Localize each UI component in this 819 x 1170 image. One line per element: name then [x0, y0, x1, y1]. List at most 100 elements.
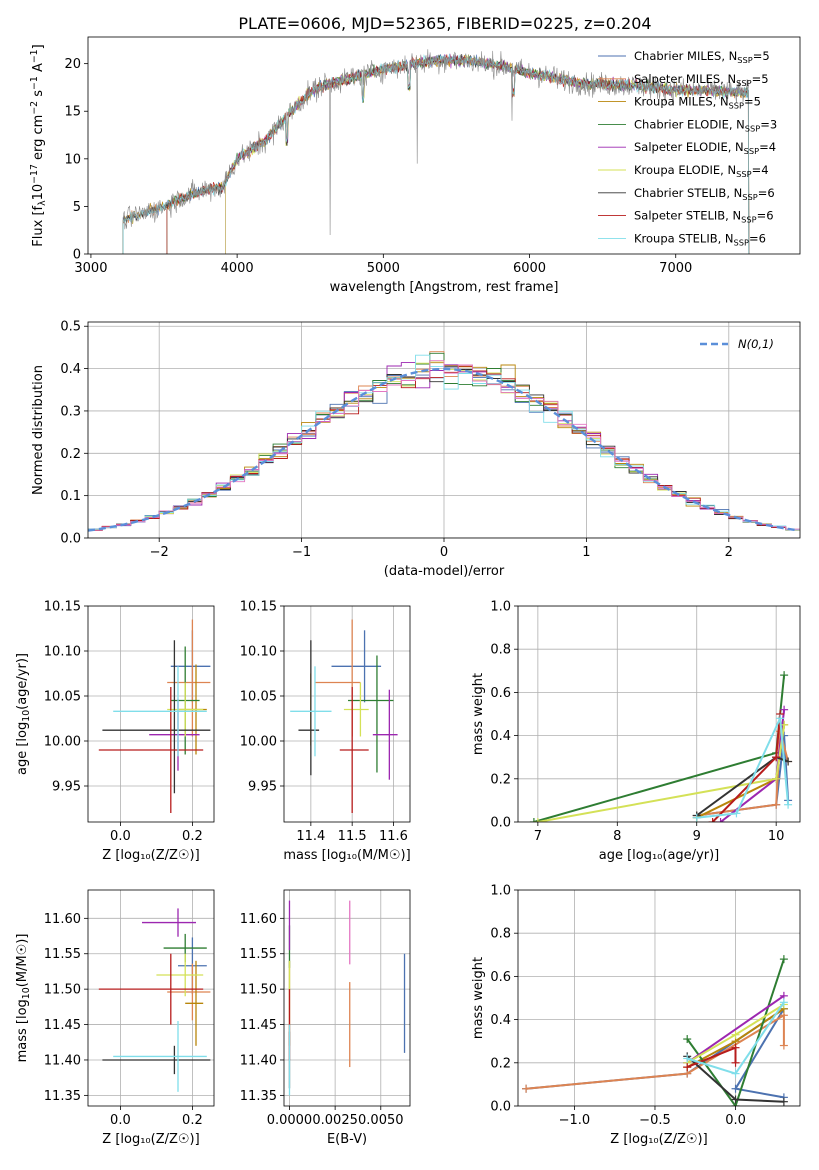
plot-area [284, 890, 410, 1106]
y-tick-label-4: 10.15 [44, 600, 81, 615]
x-axis-label: mass [log₁₀(M/M☉)] [283, 848, 410, 863]
x-axis-label: wavelength [Angstrom, rest frame] [330, 280, 559, 295]
legend-label-5: Kroupa ELODIE, NSSP=4 [634, 163, 769, 179]
y-tick-label-1: 10.00 [44, 735, 81, 750]
x-tick-label-3: 6000 [513, 261, 546, 276]
x-tick-label-3: 10 [768, 829, 785, 844]
axes-frame [517, 889, 801, 1107]
legend-label-0: Chabrier MILES, NSSP=5 [634, 49, 770, 65]
y-tick-label-2: 0.2 [60, 447, 81, 462]
x-tick-label-2: 11.6 [379, 829, 408, 844]
x-tick-label-0: 0.0000 [267, 1113, 313, 1128]
x-axis-label: Z [log₁₀(Z/Z☉)] [102, 1132, 199, 1147]
y-tick-label-1: 11.40 [240, 1053, 277, 1068]
x-axis-label: age [log₁₀(age/yr)] [599, 848, 720, 863]
spectrum-legend: Chabrier MILES, NSSP=5 Salpeter MILES, NS… [598, 49, 777, 247]
legend-label-8: Kroupa STELIB, NSSP=6 [634, 231, 766, 247]
x-axis-label: E(B-V) [327, 1132, 367, 1147]
x-tick-label-4: 7000 [659, 261, 692, 276]
x-tick-label-0: −2 [150, 545, 169, 560]
x-tick-label-0: 3000 [74, 261, 107, 276]
y-axis-label: mass [log10(M/M☉)] [15, 934, 32, 1063]
y-tick-label-4: 20 [64, 57, 81, 72]
y-tick-label-0: 0 [73, 248, 81, 263]
y-tick-label-2: 11.45 [240, 1018, 277, 1033]
panel-age_vs_Z: 0.0 0.2 9.95 10.00 10.05 10.10 10.15 Z [log₁₀(Z… [15, 600, 215, 863]
y-tick-label-3: 11.50 [240, 983, 277, 998]
y-tick-label-3: 15 [64, 105, 81, 120]
y-tick-label-1: 5 [73, 200, 81, 215]
y-tick-label-0: 0.0 [490, 816, 511, 831]
axes-frame [283, 889, 411, 1107]
figure-title: PLATE=0606, MJD=52365, FIBERID=0225, z=0… [238, 14, 651, 33]
gaussian-reference-curve [88, 367, 798, 532]
x-axis-label: Z [log₁₀(Z/Z☉)] [102, 848, 199, 863]
panel-spectrum: 3000 4000 5000 6000 7000 0 5 10 15 20 wavelength [… [29, 36, 801, 295]
y-tick-label-0: 11.35 [240, 1089, 277, 1104]
plot-area [284, 606, 410, 822]
weight-series-8 [696, 714, 790, 819]
plot-area [122, 49, 750, 254]
plot-area [88, 606, 214, 822]
y-tick-label-5: 1.0 [490, 884, 511, 899]
y-tick-label-2: 0.4 [490, 1013, 511, 1028]
x-tick-label-4: 2 [725, 545, 733, 560]
y-axis-label: age [log10(age/yr)] [15, 653, 32, 775]
x-tick-label-2: 0.0 [725, 1113, 746, 1128]
y-axis-label: Flux [fλ10−17 erg cm−2 s−1 A−1] [29, 44, 48, 246]
legend-label-6: Chabrier STELIB, NSSP=6 [634, 186, 775, 202]
plot-area [518, 606, 800, 822]
y-tick-label-0: 11.35 [44, 1089, 81, 1104]
y-axis-label: mass weight [471, 957, 486, 1039]
legend-label-3: Chabrier ELODIE, NSSP=3 [634, 117, 777, 133]
y-axis-label: Normed distribution [31, 365, 46, 495]
y-tick-label-5: 1.0 [490, 600, 511, 615]
weight-series-4 [686, 994, 785, 1064]
axes-frame [283, 605, 411, 823]
y-tick-label-1: 11.40 [44, 1053, 81, 1068]
y-tick-label-4: 11.55 [240, 947, 277, 962]
x-axis-label: (data-model)/error [384, 564, 505, 579]
y-tick-label-3: 10.10 [240, 645, 277, 660]
x-tick-label-2: 0 [440, 545, 448, 560]
y-tick-label-5: 11.60 [240, 912, 277, 927]
x-tick-label-0: 0.0 [110, 829, 131, 844]
y-tick-label-2: 10 [64, 152, 81, 167]
axes-frame [87, 36, 801, 255]
plot-area [88, 322, 800, 538]
x-tick-label-3: 1 [582, 545, 590, 560]
y-tick-label-1: 0.2 [490, 772, 511, 787]
y-tick-label-3: 0.3 [60, 404, 81, 419]
y-tick-label-0: 0.0 [60, 532, 81, 547]
legend-label-4: Salpeter ELODIE, NSSP=4 [634, 140, 776, 156]
y-tick-label-2: 11.45 [44, 1018, 81, 1033]
y-tick-label-5: 11.60 [44, 912, 81, 927]
panel-mass_vs_ebv: 0.0000 0.0025 0.0050 11.35 11.40 11.45 11.50 11… [240, 889, 411, 1147]
axes-frame [87, 321, 801, 539]
spectrum-observed [122, 49, 750, 236]
y-tick-label-2: 10.05 [240, 690, 277, 705]
panel-weight_vs_Z: −1.0 −0.5 0.0 0.0 0.2 0.4 0.6 0.8 1.0 Z [log₁₀(Z/… [471, 884, 801, 1147]
x-axis-label: Z [log₁₀(Z/Z☉)] [610, 1132, 707, 1147]
x-tick-label-1: 0.2 [182, 1113, 203, 1128]
y-tick-label-0: 0.0 [490, 1100, 511, 1115]
y-axis-label: mass weight [471, 673, 486, 755]
y-tick-label-3: 11.50 [44, 983, 81, 998]
y-tick-label-1: 0.1 [60, 489, 81, 504]
reference-legend-label: N(0,1) [738, 337, 774, 351]
legend-label-7: Salpeter STELIB, NSSP=6 [634, 209, 774, 225]
y-tick-label-1: 10.00 [240, 735, 277, 750]
y-tick-label-5: 0.5 [60, 320, 81, 335]
plot-area [88, 890, 214, 1106]
x-tick-label-1: 11.5 [338, 829, 367, 844]
x-tick-label-1: 8 [613, 829, 621, 844]
y-tick-label-3: 0.6 [490, 686, 511, 701]
x-tick-label-0: 0.0 [110, 1113, 131, 1128]
x-tick-label-2: 0.0050 [358, 1113, 404, 1128]
x-tick-label-1: −0.5 [639, 1113, 671, 1128]
x-tick-label-2: 5000 [367, 261, 400, 276]
x-tick-label-0: −1.0 [559, 1113, 591, 1128]
panel-weight_vs_age: 7 8 9 10 0.0 0.2 0.4 0.6 0.8 1.0 age [log₁₀(age/yr… [471, 600, 801, 863]
